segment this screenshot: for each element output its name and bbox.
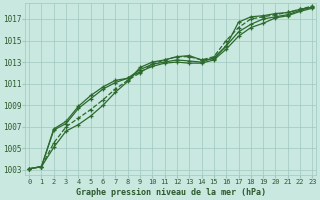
- X-axis label: Graphe pression niveau de la mer (hPa): Graphe pression niveau de la mer (hPa): [76, 188, 266, 197]
